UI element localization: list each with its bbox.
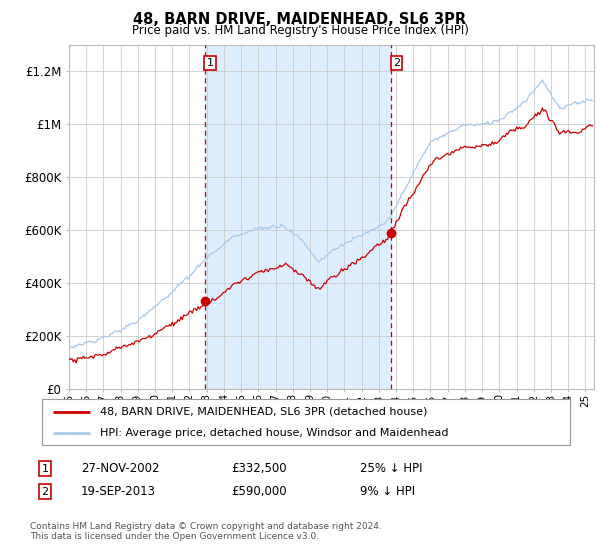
Text: 9% ↓ HPI: 9% ↓ HPI [360, 485, 415, 498]
Text: 1: 1 [206, 58, 214, 68]
Text: 48, BARN DRIVE, MAIDENHEAD, SL6 3PR (detached house): 48, BARN DRIVE, MAIDENHEAD, SL6 3PR (det… [100, 407, 427, 417]
Bar [205, 45, 391, 389]
Text: 2: 2 [41, 487, 49, 497]
Text: Contains HM Land Registry data © Crown copyright and database right 2024.
This d: Contains HM Land Registry data © Crown c… [30, 522, 382, 542]
Text: £590,000: £590,000 [231, 485, 287, 498]
Text: 2: 2 [393, 58, 400, 68]
Text: 19-SEP-2013: 19-SEP-2013 [81, 485, 156, 498]
Text: 25% ↓ HPI: 25% ↓ HPI [360, 462, 422, 475]
Text: 1: 1 [41, 464, 49, 474]
Text: 27-NOV-2002: 27-NOV-2002 [81, 462, 160, 475]
Text: 48, BARN DRIVE, MAIDENHEAD, SL6 3PR: 48, BARN DRIVE, MAIDENHEAD, SL6 3PR [133, 12, 467, 27]
Text: Price paid vs. HM Land Registry's House Price Index (HPI): Price paid vs. HM Land Registry's House … [131, 24, 469, 37]
Text: £332,500: £332,500 [231, 462, 287, 475]
Text: HPI: Average price, detached house, Windsor and Maidenhead: HPI: Average price, detached house, Wind… [100, 428, 449, 438]
